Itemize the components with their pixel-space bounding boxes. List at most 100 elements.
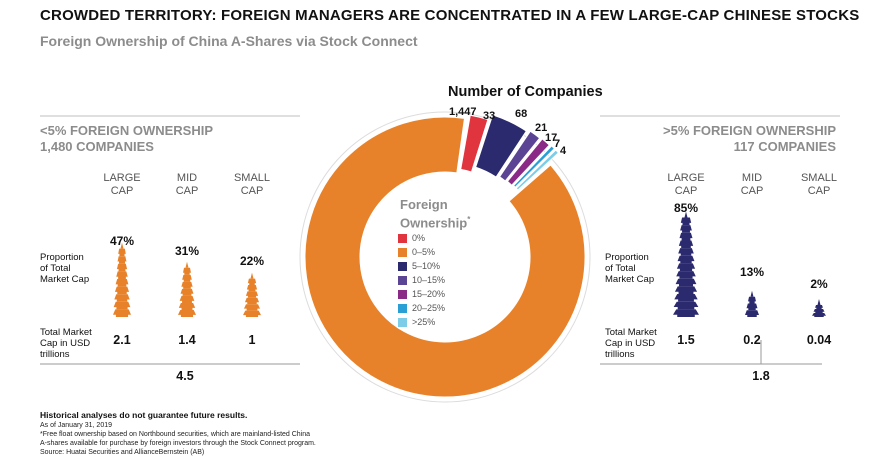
left-large-cap-pct: 47% (109, 234, 135, 248)
right-small-cap-label: SMALL CAP (789, 172, 849, 198)
legend-label: 15–20% (412, 289, 446, 299)
legend-label: 0% (412, 233, 426, 243)
right-total-value: 1.8 (752, 369, 770, 383)
legend-label: 0–5% (412, 247, 436, 257)
legend-swatch (398, 317, 407, 327)
cap-line1: SMALL (800, 172, 838, 184)
legend-swatch (398, 261, 407, 271)
cap-line2: CAP (807, 185, 831, 197)
slice-label-5-10: 68 (515, 108, 528, 120)
legend-asterisk: * (467, 215, 471, 224)
legend-item-0: 0% (398, 233, 425, 243)
left-proportion-label: Proportion of Total Market Cap (40, 252, 89, 285)
right-pagoda-1 (745, 290, 759, 317)
legend-item-10-15: 10–15% (398, 275, 445, 285)
left-pagoda-0 (113, 242, 131, 317)
legend-item-over-25: >25% (398, 317, 435, 327)
footnote-ownership-1: *Free float ownership based on Northboun… (40, 431, 311, 438)
chart-subtitle: Foreign Ownership of China A-Shares via … (40, 33, 418, 49)
footnote-date: As of January 31, 2019 (40, 422, 112, 429)
right-header-line2: 117 COMPANIES (733, 139, 836, 154)
legend-swatch (398, 303, 407, 313)
cap-line2: CAP (240, 185, 264, 197)
row-label-line: trillions (40, 349, 70, 360)
footnote-disclaimer: Historical analyses do not guarantee fut… (40, 410, 248, 420)
slice-10-15 (498, 130, 541, 182)
number-of-companies-title: Number of Companies (448, 84, 603, 100)
right-large-cap-pct: 85% (673, 201, 699, 215)
slice-label-10-15: 21 (535, 122, 548, 134)
slice-label-15-20: 17 (545, 132, 558, 144)
right-large-cap-label: LARGE CAP (656, 172, 716, 198)
right-proportion-label: Proportion of Total Market Cap (605, 252, 654, 285)
cap-line2: CAP (674, 185, 698, 197)
legend-swatch (398, 275, 407, 285)
row-label-line: Cap in USD (605, 338, 656, 349)
slice-label-20-25: 7 (554, 138, 561, 150)
legend-label: 20–25% (412, 303, 446, 313)
cap-line1: LARGE (103, 172, 141, 184)
right-pagoda-2 (812, 299, 826, 317)
row-label-line: Total Market (605, 327, 657, 338)
right-mid-cap-value: 0.2 (743, 333, 761, 347)
slice-0-5 (304, 116, 586, 398)
donut-outer-ring (299, 111, 591, 403)
legend-title: Foreign Ownership* (400, 197, 470, 230)
slice-5-10 (475, 114, 528, 178)
row-label-line: Proportion (605, 252, 649, 263)
cap-line2: CAP (175, 185, 199, 197)
left-section-header: <5% FOREIGN OWNERSHIP 1,480 COMPANIES (40, 123, 213, 155)
legend-item-20-25: 20–25% (398, 303, 445, 313)
cap-line2: CAP (110, 185, 134, 197)
slice-label-0-5: 1,447 (449, 106, 477, 118)
right-header-line1: >5% FOREIGN OWNERSHIP (663, 123, 836, 138)
row-label-line: Market Cap (40, 274, 90, 285)
row-label-line: of Total (605, 263, 636, 274)
row-label-line: Proportion (40, 252, 84, 263)
right-mid-cap-label: MID CAP (722, 172, 782, 198)
legend-swatch (398, 233, 407, 243)
row-label-line: Total Market (40, 327, 92, 338)
legend-label: 5–10% (412, 261, 441, 271)
legend-label: >25% (412, 317, 436, 327)
cap-line1: SMALL (233, 172, 271, 184)
legend-swatch (398, 289, 407, 299)
legend-item-5-10: 5–10% (398, 261, 440, 271)
legend-item-0-5: 0–5% (398, 247, 435, 257)
right-large-cap-value: 1.5 (677, 333, 695, 347)
cap-line1: MID (176, 172, 198, 184)
chart-title: CROWDED TERRITORY: FOREIGN MANAGERS ARE … (40, 7, 860, 24)
left-pagoda-1 (178, 261, 196, 317)
slice-15-20 (506, 138, 550, 186)
slice-label-0: 33 (483, 110, 496, 122)
left-mid-cap-value: 1.4 (178, 333, 196, 347)
left-large-cap-value: 2.1 (113, 333, 131, 347)
slice-over-25 (515, 149, 560, 191)
footnote-source: Source: Huatai Securities and AllianceBe… (40, 449, 205, 456)
slice-label-over-25: 4 (560, 145, 567, 157)
right-small-cap-pct: 2% (810, 277, 828, 291)
legend-title-line1: Foreign (400, 197, 448, 212)
right-pagoda-0 (673, 211, 699, 317)
left-small-cap-pct: 22% (239, 254, 265, 268)
legend-label: 10–15% (412, 275, 446, 285)
cap-line2: CAP (740, 185, 764, 197)
left-total-value: 4.5 (176, 369, 194, 383)
cap-line1: LARGE (667, 172, 705, 184)
footnote-ownership-2: A-shares available for purchase by forei… (40, 440, 316, 447)
left-header-line2: 1,480 COMPANIES (40, 139, 154, 154)
left-header-line1: <5% FOREIGN OWNERSHIP (40, 123, 213, 138)
right-mid-cap-pct: 13% (739, 265, 765, 279)
right-small-cap-value: 0.04 (806, 333, 832, 347)
left-small-cap-value: 1 (248, 333, 256, 347)
row-label-line: of Total (40, 263, 71, 274)
legend-swatch (398, 247, 407, 257)
right-market-cap-label: Total Market Cap in USD trillions (605, 327, 657, 360)
slice-0 (460, 114, 489, 173)
left-pagoda-2 (243, 272, 261, 317)
left-mid-cap-label: MID CAP (157, 172, 217, 198)
row-label-line: Cap in USD (40, 338, 91, 349)
left-large-cap-label: LARGE CAP (92, 172, 152, 198)
row-label-line: trillions (605, 349, 635, 360)
